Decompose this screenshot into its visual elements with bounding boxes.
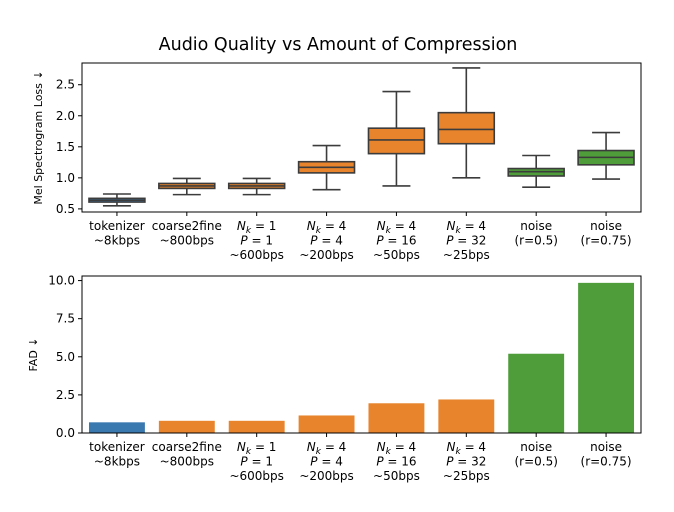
box-5 <box>437 67 496 179</box>
y-tick-label: 10.0 <box>48 274 75 288</box>
x-tick-label-6: noise (r=0.5) <box>514 440 557 469</box>
x-tick-label-1: coarse2fine ~800bps <box>152 440 222 469</box>
x-tick-label-0: tokenizer ~8kbps <box>89 440 145 469</box>
box-body <box>367 127 426 155</box>
box-plot-panel: 0.5 1.0 1.5 2.0 2.5 tokenizer ~8kbpscoarse2fin… <box>32 62 642 262</box>
x-tick-label-6: noise (r=0.5) <box>514 219 557 248</box>
y-axis-label: Mel Spectrogram Loss ↓ <box>32 70 45 204</box>
bar-5 <box>438 399 495 433</box>
y-tick-label: 2.0 <box>56 109 75 123</box>
y-axis-label: FAD ↓ <box>27 337 40 371</box>
y-tick-label: 2.5 <box>56 388 75 402</box>
bar-3 <box>298 415 355 433</box>
x-tick-label-0: tokenizer ~8kbps <box>89 219 145 248</box>
y-tick-label: 2.5 <box>56 78 75 92</box>
box-plot-frame <box>81 62 642 213</box>
box-7 <box>577 131 635 180</box>
bar-7 <box>578 282 635 433</box>
y-tick-label: 1.5 <box>56 140 75 154</box>
box-6 <box>507 154 565 188</box>
y-tick-label: 7.5 <box>56 312 75 326</box>
x-tick-label-7: noise (r=0.75) <box>581 219 632 248</box>
bar-2 <box>228 420 285 433</box>
bar-6 <box>508 353 565 433</box>
chart-title: Audio Quality vs Amount of Compression <box>159 35 518 55</box>
y-tick-label: 5.0 <box>56 350 75 364</box>
bar-1 <box>158 420 215 433</box>
box-1 <box>158 177 216 196</box>
y-tick-label: 0.0 <box>56 426 75 440</box>
y-tick-label: 0.5 <box>56 202 75 216</box>
bar-plot-frame <box>81 275 642 434</box>
bar-0 <box>88 422 145 433</box>
y-tick-label: 1.0 <box>56 171 75 185</box>
x-tick-label-7: noise (r=0.75) <box>581 440 632 469</box>
bar-plot-panel: 0.0 2.5 5.0 7.5 10.0 tokenizer ~8kbpscoarse2fi… <box>27 274 642 483</box>
box-0 <box>88 193 146 207</box>
x-tick-label-1: coarse2fine ~800bps <box>152 219 222 248</box>
bar-4 <box>368 403 425 433</box>
box-3 <box>297 144 356 191</box>
box-4 <box>367 90 426 187</box>
box-2 <box>227 177 286 196</box>
box-body <box>437 111 496 145</box>
